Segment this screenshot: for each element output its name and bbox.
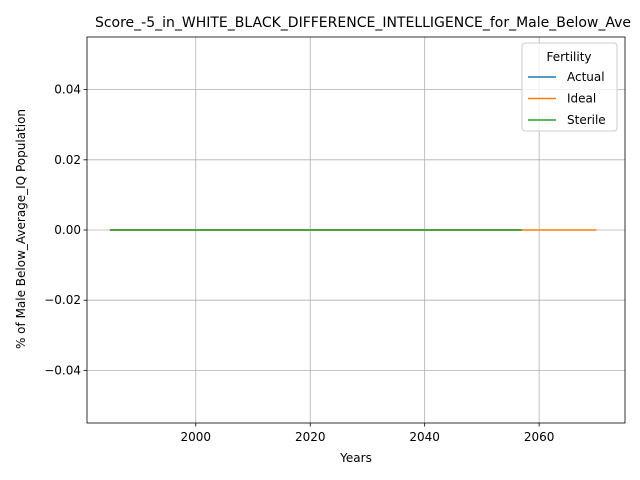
chart-title: Score_-5_in_WHITE_BLACK_DIFFERENCE_INTEL…: [95, 15, 631, 31]
x-axis-ticks: 2000 2020 2040 2060: [180, 423, 554, 444]
legend-box: [521, 42, 618, 132]
y-tick-label: 0.02: [54, 153, 81, 167]
x-tick-label: 2000: [180, 430, 211, 444]
legend-entries: Actual Ideal Sterile: [528, 70, 606, 127]
y-tick-label: 0.04: [54, 83, 81, 97]
y-axis-label: % of Male Below_Average_IQ Population: [14, 109, 28, 349]
y-tick-label: −0.04: [44, 363, 81, 377]
legend-title: Fertility: [546, 50, 591, 64]
x-tick-label: 2060: [524, 430, 555, 444]
legend-label-ideal: Ideal: [567, 92, 596, 106]
y-axis-ticks: −0.04 −0.02 0.00 0.02 0.04: [44, 83, 87, 377]
legend: Fertility Actual Ideal Sterile: [521, 42, 618, 132]
x-tick-label: 2040: [409, 430, 440, 444]
x-axis-label: Years: [339, 451, 372, 465]
y-tick-label: −0.02: [44, 293, 81, 307]
legend-label-actual: Actual: [567, 70, 605, 84]
legend-label-sterile: Sterile: [567, 113, 606, 127]
y-tick-label: 0.00: [54, 223, 81, 237]
x-tick-label: 2020: [295, 430, 326, 444]
